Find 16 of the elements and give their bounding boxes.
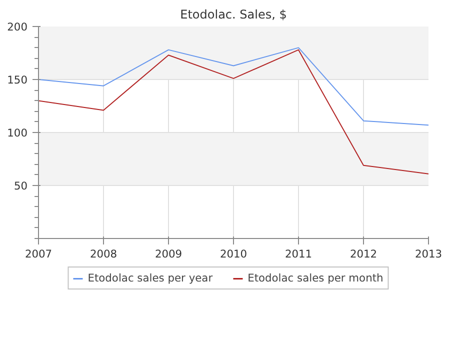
legend-label: Etodolac sales per year <box>88 272 213 284</box>
line-series <box>38 49 428 174</box>
x-tick-label: 2007 <box>24 248 52 260</box>
legend-label: Etodolac sales per month <box>248 272 384 284</box>
y-tick-label: 150 <box>7 74 28 86</box>
x-tick-label: 2008 <box>90 248 118 260</box>
x-tick-label: 2012 <box>350 248 378 260</box>
y-tick-label: 50 <box>14 180 28 192</box>
chart-title: Etodolac. Sales, $ <box>180 8 287 22</box>
y-tick-label: 200 <box>7 20 28 34</box>
x-tick-label: 2011 <box>284 248 312 260</box>
y-tick-label: 100 <box>7 126 28 140</box>
x-tick-label: 2009 <box>154 248 182 260</box>
x-tick-label: 2013 <box>414 248 442 260</box>
line-series <box>38 47 428 126</box>
x-tick-label: 2010 <box>220 248 248 260</box>
